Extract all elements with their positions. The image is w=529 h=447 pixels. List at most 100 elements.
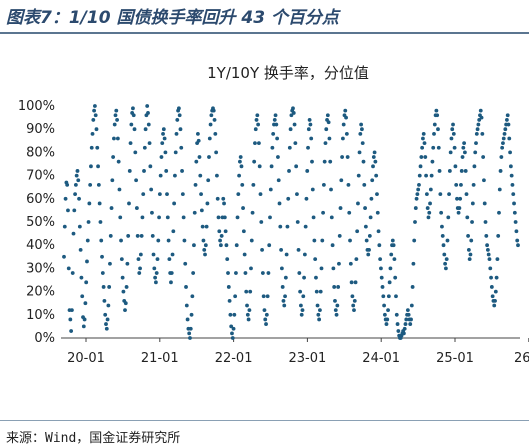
- data-point: [336, 285, 341, 289]
- data-point: [85, 259, 89, 264]
- data-point: [511, 192, 516, 197]
- data-point: [252, 159, 257, 164]
- data-point: [179, 145, 184, 150]
- data-point: [251, 182, 256, 187]
- data-point: [298, 289, 303, 294]
- data-point: [440, 224, 444, 229]
- data-point: [234, 271, 238, 275]
- data-point: [112, 122, 117, 127]
- data-point: [340, 155, 344, 159]
- data-point: [386, 308, 390, 313]
- data-point: [435, 113, 440, 118]
- data-point: [388, 266, 393, 271]
- data-point: [226, 285, 231, 289]
- data-point: [238, 159, 242, 164]
- data-point: [318, 308, 322, 313]
- data-point: [180, 192, 185, 197]
- data-point: [79, 275, 84, 280]
- data-point: [361, 159, 366, 164]
- data-point: [228, 312, 233, 317]
- data-point: [514, 229, 519, 234]
- data-point: [165, 192, 169, 197]
- data-point: [69, 329, 74, 333]
- data-point: [432, 122, 437, 127]
- data-point: [175, 118, 180, 122]
- data-point: [247, 308, 252, 313]
- data-point: [156, 238, 161, 243]
- data-point: [143, 127, 148, 132]
- data-point: [62, 254, 66, 259]
- data-point: [457, 206, 462, 210]
- x-tick-label: 25-01: [436, 351, 474, 366]
- data-point: [461, 145, 466, 150]
- data-point: [350, 294, 355, 299]
- data-point: [316, 312, 321, 317]
- data-point: [459, 169, 464, 173]
- data-point: [311, 215, 316, 220]
- data-point: [472, 164, 477, 169]
- data-point: [124, 285, 129, 289]
- data-point: [424, 192, 429, 197]
- data-point: [508, 164, 513, 169]
- data-point: [319, 266, 324, 271]
- data-point: [468, 252, 473, 257]
- x-tick-label: 24-01: [362, 351, 400, 366]
- data-point: [474, 141, 478, 146]
- x-axis-ticks: 20-01 21-01 22-01 23-01 24-01 25-01 26-0: [67, 338, 529, 366]
- data-point: [490, 294, 495, 299]
- data-point: [207, 136, 212, 141]
- data-point: [466, 234, 470, 238]
- data-point: [500, 145, 505, 150]
- data-point: [459, 182, 463, 187]
- data-point: [230, 331, 234, 336]
- data-point: [135, 234, 140, 238]
- data-point: [283, 275, 288, 280]
- data-point: [309, 136, 314, 141]
- data-point: [306, 145, 310, 150]
- data-point: [70, 271, 75, 275]
- data-point: [352, 308, 356, 313]
- data-point: [402, 326, 407, 331]
- y-tick-label: 50%: [26, 215, 55, 230]
- data-point: [463, 150, 467, 155]
- data-point: [385, 317, 390, 322]
- data-point: [96, 164, 100, 169]
- data-point: [273, 113, 278, 118]
- data-point: [482, 201, 487, 206]
- data-point: [131, 106, 135, 111]
- data-point: [317, 317, 322, 322]
- data-point: [452, 145, 457, 150]
- data-point: [341, 122, 346, 127]
- data-point: [177, 113, 182, 118]
- data-point: [73, 192, 77, 197]
- figure-title: 图表7：1/10 国债换手率回升 43 个百分点: [6, 8, 339, 28]
- data-point: [91, 118, 96, 122]
- data-point: [302, 275, 306, 280]
- data-point: [451, 131, 456, 136]
- data-point: [215, 173, 219, 178]
- data-point: [396, 329, 401, 333]
- data-point: [475, 127, 480, 132]
- data-point: [515, 238, 520, 243]
- data-point: [429, 173, 434, 178]
- data-point: [192, 243, 196, 248]
- data-point: [86, 220, 91, 224]
- data-point: [466, 247, 471, 252]
- data-point: [470, 201, 475, 206]
- data-point: [430, 159, 435, 164]
- data-point: [379, 266, 383, 271]
- data-point: [160, 141, 165, 146]
- data-point: [184, 285, 188, 289]
- data-point: [161, 131, 165, 136]
- data-point: [358, 131, 363, 136]
- data-point: [73, 182, 78, 187]
- data-point: [166, 238, 171, 243]
- data-point: [375, 210, 380, 215]
- y-tick-label: 20%: [26, 285, 55, 300]
- data-point: [150, 234, 155, 238]
- data-point: [492, 303, 497, 308]
- data-point: [199, 192, 203, 197]
- data-point: [389, 252, 394, 257]
- data-point: [287, 169, 291, 173]
- data-point: [375, 192, 379, 197]
